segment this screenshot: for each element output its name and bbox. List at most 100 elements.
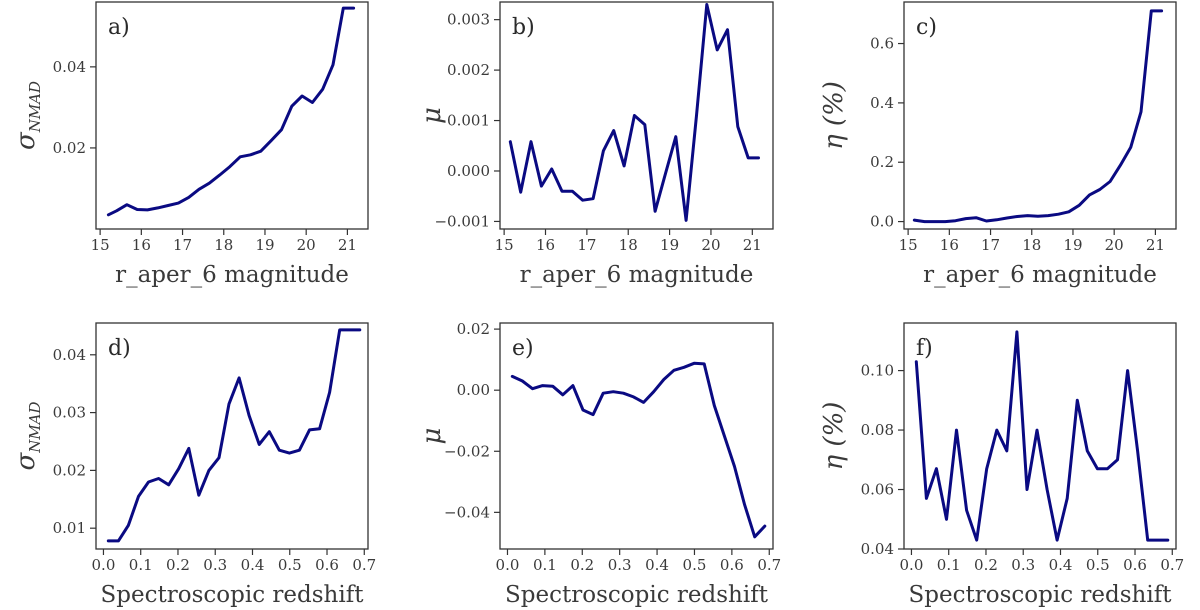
panel-3: 15 16 17 18 19 20 21 0.0 0.2 0.4 0.6 r_aper_6 magni… xyxy=(819,1,1177,288)
panel-2-xtick-label: 20 xyxy=(701,236,720,254)
panel-6-xtick-label: 0.3 xyxy=(1011,556,1035,574)
panel-2-ytick-label: 0.001 xyxy=(447,112,490,130)
panel-4-ytick-label: 0.02 xyxy=(53,461,86,479)
panel-5-ytick-label: −0.02 xyxy=(444,442,490,460)
panel-3-ylabel-symbol: η (%) xyxy=(819,81,849,150)
panel-5-xtick-label: 0.0 xyxy=(496,556,520,574)
panel-2-ylabel: μ xyxy=(417,107,447,124)
panel-2: 15 16 17 18 19 20 21 −0.001 0.000 0.001 0.002 0.003… xyxy=(417,1,774,288)
panel-3-xlabel: r_aper_6 magnitude xyxy=(923,262,1157,288)
panel-4-xtick-label: 0.4 xyxy=(241,556,265,574)
panel-6: 0.0 0.1 0.2 0.3 0.4 0.5 0.6 0.7 0.04 0.06 0.08 0.10… xyxy=(819,322,1184,608)
panel-6-ytick-label: 0.04 xyxy=(861,540,894,558)
panel-6-xtick-label: 0.4 xyxy=(1049,556,1073,574)
panel-5-ytick-label: 0.02 xyxy=(457,320,490,338)
panel-3-xtick-label: 18 xyxy=(1022,236,1041,254)
panel-4-letter: d) xyxy=(108,336,131,361)
panel-4-series-line xyxy=(106,328,362,543)
panel-6-ytick-label: 0.08 xyxy=(861,421,894,439)
panel-1-xtick-label: 19 xyxy=(255,236,274,254)
panel-2-xtick-label: 21 xyxy=(743,236,762,254)
panel-2-letter: b) xyxy=(512,15,535,40)
panel-2-xtick-label: 16 xyxy=(536,236,555,254)
panel-6-frame xyxy=(903,322,1177,550)
panel-3-ytick-label: 0.0 xyxy=(870,213,894,231)
panel-6-xtick-label: 0.1 xyxy=(937,556,961,574)
panel-1-ytick-label: 0.04 xyxy=(53,58,86,76)
panel-6-xlabel: Spectroscopic redshift xyxy=(909,582,1173,608)
panel-1-series-line xyxy=(106,6,356,217)
panel-3-frame xyxy=(903,1,1177,230)
panel-4-ylabel-symbol: σ xyxy=(11,452,41,471)
panel-5-xtick-label: 0.6 xyxy=(720,556,744,574)
panel-3-xtick-label: 21 xyxy=(1146,236,1165,254)
panel-2-ytick-label: 0.003 xyxy=(447,11,490,29)
panel-4-ytick-label: 0.04 xyxy=(53,346,86,364)
panel-3-ytick-label: 0.6 xyxy=(870,35,894,53)
panel-2-frame xyxy=(499,1,774,230)
panel-4-ytick-label: 0.03 xyxy=(53,404,86,422)
panel-6-xtick-label: 0.7 xyxy=(1160,556,1184,574)
panel-2-ylabel-symbol: μ xyxy=(417,107,447,124)
panel-5-xtick-label: 0.1 xyxy=(533,556,557,574)
panel-2-series-line xyxy=(508,3,760,222)
panel-1-ylabel-subscript: NMAD xyxy=(26,81,44,133)
panel-4-frame xyxy=(95,322,369,550)
panel-2-xtick-label: 19 xyxy=(660,236,679,254)
panel-5-xtick-label: 0.7 xyxy=(757,556,781,574)
panel-6-letter: f) xyxy=(916,336,933,361)
panel-3-xtick-label: 17 xyxy=(981,236,1000,254)
panel-6-xtick-label: 0.2 xyxy=(974,556,998,574)
panel-3-ytick-label: 0.4 xyxy=(870,94,894,112)
panel-5-ytick-label: 0.00 xyxy=(457,381,490,399)
panel-4-xtick-label: 0.3 xyxy=(203,556,227,574)
panel-4-xtick-label: 0.5 xyxy=(278,556,302,574)
panel-6-ylabel: η (%) xyxy=(819,402,849,471)
panel-2-ytick-label: 0.000 xyxy=(447,162,490,180)
panel-2-xtick-label: 15 xyxy=(495,236,514,254)
panel-3-xtick-label: 20 xyxy=(1105,236,1124,254)
panel-2-xtick-label: 17 xyxy=(577,236,596,254)
panel-5-xtick-label: 0.4 xyxy=(645,556,669,574)
panel-1-xtick-label: 18 xyxy=(214,236,233,254)
panel-6-ylabel-symbol: η (%) xyxy=(819,402,849,471)
panel-5: 0.0 0.1 0.2 0.3 0.4 0.5 0.6 0.7 −0.04 −0.02 0.00 0.… xyxy=(417,320,781,608)
panel-3-series-line xyxy=(912,9,1164,224)
panel-4-xtick-label: 0.7 xyxy=(352,556,376,574)
panel-1-ylabel-symbol: σ xyxy=(11,131,41,150)
panel-5-xlabel: Spectroscopic redshift xyxy=(505,582,769,608)
panel-2-xlabel: r_aper_6 magnitude xyxy=(520,262,754,288)
panel-5-xtick-label: 0.2 xyxy=(570,556,594,574)
panel-5-frame xyxy=(499,322,774,550)
panel-1-ytick-label: 0.02 xyxy=(53,139,86,157)
panel-6-xtick-label: 0.5 xyxy=(1086,556,1110,574)
panel-4-ylabel-subscript: NMAD xyxy=(26,401,44,453)
panel-6-xtick-label: 0.6 xyxy=(1123,556,1147,574)
panel-4: 0.0 0.1 0.2 0.3 0.4 0.5 0.6 0.7 0.01 0.02 0.03 0.04… xyxy=(11,322,376,608)
panel-5-ylabel: μ xyxy=(417,428,447,445)
panel-4-xtick-label: 0.6 xyxy=(315,556,339,574)
panel-4-xtick-label: 0.1 xyxy=(129,556,153,574)
panel-1-xtick-label: 15 xyxy=(91,236,110,254)
panel-5-ytick-label: −0.04 xyxy=(444,503,490,521)
panel-2-ytick-label: 0.002 xyxy=(447,61,490,79)
panel-3-xtick-label: 16 xyxy=(940,236,959,254)
panel-1: 15 16 17 18 19 20 21 0.02 0.04 r_aper_6 magnitude… xyxy=(11,1,369,288)
panel-6-xtick-label: 0.0 xyxy=(900,556,924,574)
panel-2-ytick-label: −0.001 xyxy=(434,212,490,230)
panel-4-xtick-label: 0.0 xyxy=(92,556,116,574)
panel-5-letter: e) xyxy=(512,336,534,361)
panel-4-xtick-label: 0.2 xyxy=(166,556,190,574)
panel-4-xlabel: Spectroscopic redshift xyxy=(101,582,365,608)
panel-3-ylabel: η (%) xyxy=(819,81,849,150)
panel-1-letter: a) xyxy=(108,15,130,40)
panel-5-xtick-label: 0.3 xyxy=(608,556,632,574)
panel-2-xtick-label: 18 xyxy=(619,236,638,254)
panel-5-series-line xyxy=(510,361,767,539)
panel-1-xtick-label: 16 xyxy=(132,236,151,254)
panel-3-xtick-label: 19 xyxy=(1063,236,1082,254)
panel-5-ylabel-symbol: μ xyxy=(417,428,447,445)
panel-6-series-line xyxy=(914,330,1170,542)
panel-1-xtick-label: 20 xyxy=(297,236,316,254)
